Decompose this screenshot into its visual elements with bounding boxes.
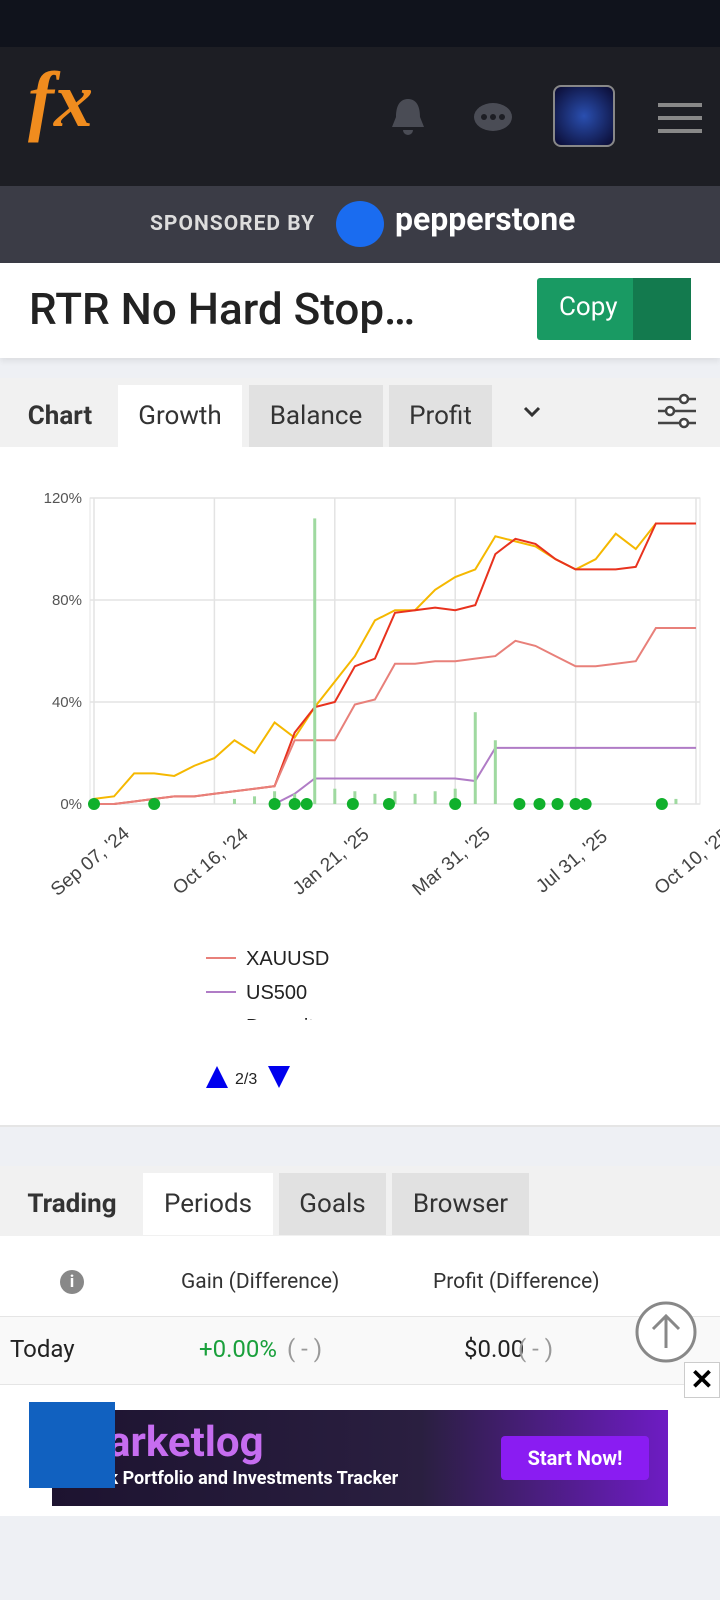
x-tick-label: Sep 07, '24 bbox=[47, 823, 134, 901]
title-bar: RTR No Hard Stop… Copy bbox=[0, 263, 720, 358]
series-line bbox=[94, 627, 696, 805]
x-tick-label: Oct 10, '25 bbox=[651, 824, 720, 899]
deposit-bar bbox=[393, 791, 397, 804]
avatar[interactable] bbox=[553, 85, 615, 147]
ad-tagline: Stock Portfolio and Investments Tracker bbox=[72, 1468, 399, 1489]
deposit-dot bbox=[268, 798, 281, 810]
legend-prev bbox=[206, 1066, 228, 1088]
deposit-dot bbox=[382, 798, 395, 810]
deposit-bar bbox=[273, 791, 277, 804]
ad-banner[interactable]: arketlog Stock Portfolio and Investments… bbox=[52, 1410, 668, 1506]
x-tick-label: Oct 16, '24 bbox=[169, 824, 253, 899]
table-row: Today +0.00% ( - ) $0.00 ( - ) bbox=[0, 1316, 720, 1385]
deposit-dot bbox=[288, 798, 301, 810]
tab[interactable]: Profit bbox=[389, 385, 492, 447]
deposit-dot bbox=[148, 798, 161, 810]
tab[interactable]: Goals bbox=[279, 1173, 386, 1235]
deposit-dot bbox=[300, 798, 313, 810]
ad-brand: arketlog bbox=[108, 1418, 264, 1467]
deposit-bar bbox=[333, 788, 337, 804]
profit-difference: ( - ) bbox=[518, 1335, 554, 1363]
deposit-bar bbox=[433, 791, 437, 804]
deposit-bar bbox=[373, 793, 377, 804]
copy-button[interactable]: Copy bbox=[537, 278, 691, 340]
deposit-dot bbox=[88, 798, 100, 810]
header: fx bbox=[0, 47, 720, 186]
chat-icon[interactable] bbox=[473, 102, 513, 136]
series-line bbox=[274, 746, 696, 805]
ad-cta[interactable]: Start Now! bbox=[501, 1436, 649, 1480]
deposit-dot bbox=[655, 798, 668, 810]
y-tick-label: 120% bbox=[44, 490, 82, 507]
x-tick-label: Jan 21, '25 bbox=[289, 824, 373, 899]
series-line bbox=[93, 522, 696, 800]
y-tick-label: 40% bbox=[52, 694, 82, 711]
ad-area: arketlog Stock Portfolio and Investments… bbox=[0, 1362, 720, 1516]
copy-dropdown[interactable] bbox=[633, 278, 691, 340]
chart: 0% 40% 80% 120% Sep 07, '24 Oct 16, '24 Jan 21… bbox=[44, 490, 720, 1088]
tab-label: Chart bbox=[27, 401, 93, 431]
deposit-dot bbox=[513, 798, 526, 810]
profit: $0.00 bbox=[464, 1335, 525, 1363]
deposit-bar bbox=[353, 791, 357, 804]
scroll-top-button[interactable] bbox=[634, 1300, 698, 1364]
plot-area bbox=[89, 497, 701, 805]
row-label: Today bbox=[10, 1335, 75, 1363]
deposit-dot bbox=[346, 798, 359, 810]
legend-next bbox=[268, 1066, 290, 1088]
page-title: RTR No Hard Stop… bbox=[29, 283, 416, 335]
tab-label: Trading bbox=[27, 1189, 117, 1219]
sponsor-logo bbox=[336, 201, 384, 247]
legend-page: 2/3 bbox=[235, 1071, 257, 1088]
filter-icon[interactable] bbox=[656, 392, 698, 430]
deposit-bar bbox=[413, 793, 417, 804]
tab[interactable]: Balance bbox=[249, 385, 383, 447]
gain: +0.00% bbox=[199, 1335, 277, 1363]
x-tick-label: Jul 31, '25 bbox=[532, 826, 611, 897]
gain-difference: ( - ) bbox=[287, 1335, 323, 1363]
deposit-bar bbox=[313, 518, 317, 804]
deposit-dot bbox=[449, 798, 462, 810]
status-bar bbox=[0, 0, 720, 47]
deposit-bar bbox=[453, 788, 457, 804]
more-tabs[interactable] bbox=[522, 405, 542, 419]
sponsor-brand[interactable]: pepperstone bbox=[395, 200, 576, 238]
sponsor-bar: SPONSORED BY pepperstone bbox=[0, 186, 720, 263]
deposit-bar bbox=[232, 798, 236, 804]
deposit-dot bbox=[551, 798, 564, 810]
sponsor-label: SPONSORED BY bbox=[150, 212, 316, 236]
tab[interactable]: Periods bbox=[143, 1173, 273, 1235]
legend: XAUUSD US500 Deposit bbox=[206, 948, 329, 1038]
logo[interactable]: fx bbox=[28, 56, 93, 143]
legend-entry: US500 bbox=[246, 982, 307, 1004]
legend-entry: XAUUSD bbox=[246, 948, 329, 970]
x-tick-label: Mar 31, '25 bbox=[409, 823, 495, 900]
bell-icon[interactable] bbox=[390, 97, 426, 137]
deposit-dot bbox=[533, 798, 546, 810]
column-header: Profit (Difference) bbox=[433, 1270, 600, 1294]
menu-icon[interactable] bbox=[658, 103, 702, 133]
deposit-bar bbox=[473, 712, 477, 804]
deposit-dot bbox=[569, 798, 582, 810]
tab[interactable]: Browser bbox=[392, 1173, 529, 1235]
column-header: Gain (Difference) bbox=[181, 1270, 340, 1294]
legend-entry: Deposit bbox=[246, 1016, 314, 1038]
deposit-bar bbox=[493, 740, 497, 804]
deposit-bar bbox=[674, 798, 678, 804]
deposit-dot bbox=[579, 798, 592, 810]
copy-label: Copy bbox=[559, 292, 618, 322]
periods-table: i Gain (Difference) Profit (Difference) … bbox=[0, 1236, 720, 1402]
y-tick-label: 80% bbox=[52, 592, 82, 609]
ad-logo bbox=[29, 1402, 115, 1488]
ad-close[interactable]: ✕ bbox=[684, 1362, 720, 1398]
tab[interactable]: Growth bbox=[118, 385, 242, 447]
info-icon[interactable]: i bbox=[60, 1270, 84, 1294]
y-tick-label: 0% bbox=[60, 796, 82, 813]
deposit-bar bbox=[253, 796, 257, 804]
